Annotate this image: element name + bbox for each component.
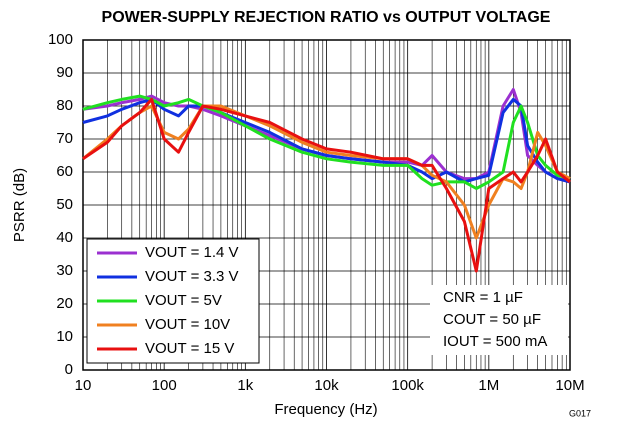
annotation: CNR = 1 µF bbox=[443, 289, 523, 306]
series-line bbox=[82, 94, 571, 190]
y-tick-label: 0 bbox=[65, 361, 73, 378]
y-tick-label: 70 bbox=[56, 130, 73, 147]
legend-label: VOUT = 10V bbox=[145, 316, 230, 333]
series-line bbox=[82, 97, 571, 273]
x-tick-label: 100 bbox=[152, 377, 177, 394]
y-tick-label: 50 bbox=[56, 196, 73, 213]
y-tick-label: 100 bbox=[48, 31, 73, 48]
annotation: IOUT = 500 mA bbox=[443, 333, 547, 350]
x-tick-label: 10k bbox=[314, 377, 339, 394]
y-tick-label: 10 bbox=[56, 328, 73, 345]
y-tick-label: 20 bbox=[56, 295, 73, 312]
x-axis-label: Frequency (Hz) bbox=[274, 401, 377, 418]
figure-code: G017 bbox=[569, 408, 591, 418]
y-axis-label: PSRR (dB) bbox=[11, 168, 28, 242]
x-tick-label: 1M bbox=[478, 377, 499, 394]
x-tick-label: 1k bbox=[237, 377, 253, 394]
legend-label: VOUT = 5V bbox=[145, 292, 222, 309]
legend-label: VOUT = 15 V bbox=[145, 340, 234, 357]
legend-label: VOUT = 1.4 V bbox=[145, 244, 239, 261]
y-tick-label: 90 bbox=[56, 64, 73, 81]
annotation-box bbox=[430, 285, 568, 355]
y-tick-label: 40 bbox=[56, 229, 73, 246]
plot-border bbox=[82, 39, 571, 371]
x-tick-label: 10 bbox=[75, 377, 92, 394]
annotation: COUT = 50 µF bbox=[443, 311, 541, 328]
x-tick-label: 10M bbox=[555, 377, 584, 394]
y-tick-label: 80 bbox=[56, 97, 73, 114]
x-tick-label: 100k bbox=[391, 377, 424, 394]
y-tick-label: 60 bbox=[56, 163, 73, 180]
y-tick-label: 30 bbox=[56, 262, 73, 279]
chart-title: POWER-SUPPLY REJECTION RATIO vs OUTPUT V… bbox=[102, 9, 551, 26]
legend-label: VOUT = 3.3 V bbox=[145, 268, 239, 285]
